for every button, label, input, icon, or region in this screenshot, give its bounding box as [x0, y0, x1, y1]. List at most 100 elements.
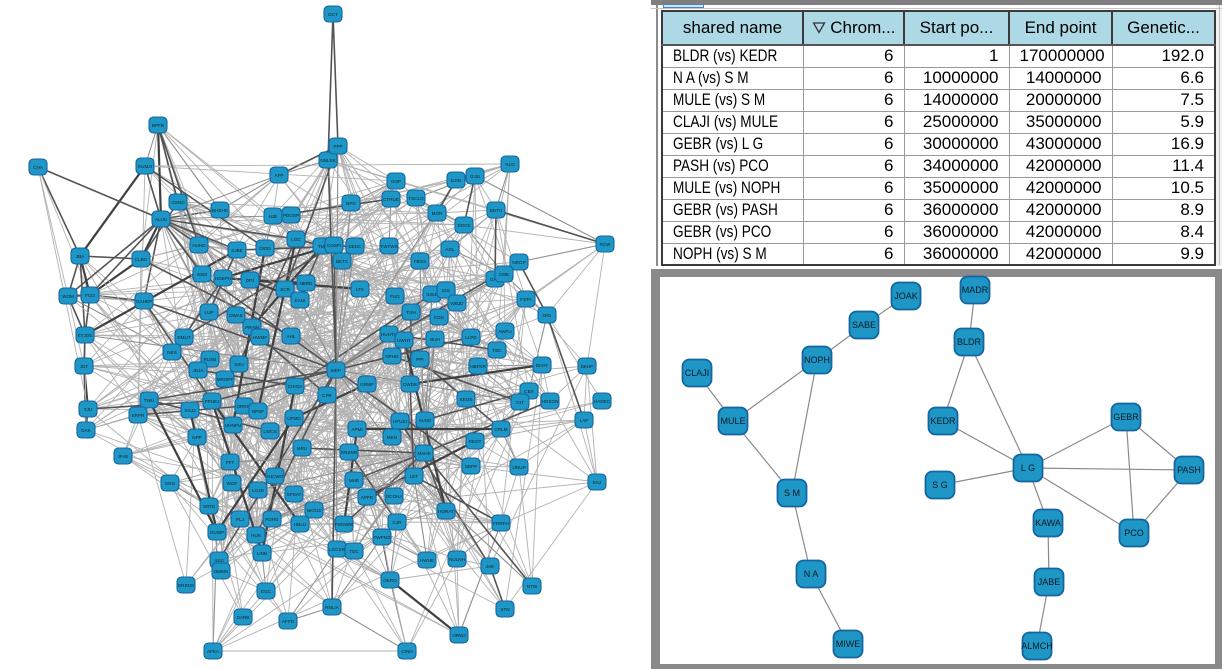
svg-text:SSU: SSU [234, 362, 243, 367]
svg-text:JOAK: JOAK [894, 291, 918, 301]
svg-text:ORRGI: ORRGI [236, 404, 251, 409]
svg-text:JAE: JAE [486, 564, 494, 569]
svg-text:ERPR: ERPR [132, 413, 145, 418]
svg-text:S G: S G [932, 480, 948, 490]
svg-text:MRU: MRU [297, 446, 307, 451]
svg-text:MROPF: MROPF [217, 377, 234, 382]
svg-text:DEDC: DEDC [348, 244, 362, 249]
svg-text:REOT: REOT [469, 439, 482, 444]
svg-text:MOR: MOR [432, 211, 443, 216]
svg-text:LGCSR: LGCSR [329, 547, 346, 552]
svg-text:COSFI: COSFI [327, 243, 341, 248]
svg-text:FCO: FCO [85, 293, 95, 298]
svg-text:BLDR: BLDR [957, 337, 982, 347]
svg-text:LAP: LAP [580, 418, 589, 423]
svg-text:MKP: MKP [331, 368, 341, 373]
svg-text:BHEHK: BHEHK [212, 208, 229, 213]
svg-text:TWPNO: TWPNO [373, 535, 391, 540]
svg-text:HWMF: HWMF [253, 335, 267, 340]
svg-text:LUP: LUP [205, 310, 214, 315]
svg-text:JFAE: JFAE [118, 454, 129, 459]
svg-text:CBS: CBS [524, 389, 533, 394]
svg-text:EOCE: EOCE [457, 223, 470, 228]
svg-text:TSCLO: TSCLO [408, 196, 424, 201]
svg-text:NPHG: NPHG [385, 354, 399, 359]
svg-text:WOM: WOM [62, 294, 74, 299]
svg-text:OUWP: OUWP [210, 530, 224, 535]
svg-text:SGJJ: SGJJ [184, 408, 195, 413]
svg-text:NPSF: NPSF [252, 409, 264, 414]
svg-text:IGS: IGS [442, 288, 450, 293]
svg-text:OOP: OOP [391, 179, 401, 184]
svg-text:AHL: AHL [287, 334, 296, 339]
svg-text:IUSJI: IUSJI [426, 292, 437, 297]
svg-text:PDGSP: PDGSP [283, 213, 299, 218]
svg-text:ERSNS: ERSNS [178, 583, 194, 588]
svg-text:SCR: SCR [280, 287, 290, 292]
svg-text:LLPD: LLPD [465, 335, 477, 340]
svg-text:EAUI: EAUI [295, 298, 306, 303]
svg-text:KAWA: KAWA [1035, 518, 1061, 528]
svg-text:DAK: DAK [81, 428, 91, 433]
svg-text:AFKA: AFKA [207, 649, 220, 654]
svg-text:OCOHA: OCOHA [386, 494, 404, 499]
svg-text:MKN: MKN [387, 435, 397, 440]
svg-text:DARB: DARB [237, 615, 250, 620]
svg-text:GEBR: GEBR [1113, 412, 1139, 422]
svg-text:IJNUP: IJNUP [512, 465, 525, 470]
svg-text:DMUT: DMUT [177, 335, 190, 340]
svg-text:SDPP: SDPP [465, 464, 478, 469]
svg-text:SJBE: SJBE [231, 248, 243, 253]
svg-text:CTRUE: CTRUE [383, 197, 399, 202]
svg-text:PFP: PFP [334, 144, 343, 149]
svg-text:BUH: BUH [430, 337, 440, 342]
svg-text:HUHTU: HUHTU [381, 332, 397, 337]
svg-text:TUH: TUH [406, 310, 415, 315]
svg-text:NKGUI: NKGUI [307, 508, 322, 513]
svg-text:MULE: MULE [720, 416, 745, 426]
svg-text:PONWW: PONWW [335, 522, 354, 527]
svg-text:TWU: TWU [144, 398, 154, 403]
svg-text:APMI: APMI [351, 427, 362, 432]
svg-text:CME: CME [499, 272, 509, 277]
svg-text:MADR: MADR [962, 285, 989, 295]
svg-text:PASH: PASH [1177, 465, 1201, 475]
svg-text:NNLSK: NNLSK [320, 158, 336, 163]
svg-text:AWFU: AWFU [498, 329, 511, 334]
svg-text:KLG: KLG [505, 162, 515, 167]
svg-text:PLJ: PLJ [236, 517, 244, 522]
svg-text:NES: NES [167, 350, 176, 355]
svg-text:HNLU: HNLU [294, 522, 307, 527]
svg-text:AFP: AFP [275, 173, 284, 178]
svg-text:HUHD: HUHD [192, 243, 206, 248]
svg-text:KEOS: KEOS [460, 397, 473, 402]
svg-text:FRRFH: FRRFH [493, 521, 509, 526]
svg-text:CFR: CFR [322, 393, 332, 398]
svg-text:S M: S M [784, 488, 800, 498]
svg-text:LSICS: LSICS [263, 429, 276, 434]
svg-text:DWAE: DWAE [229, 313, 243, 318]
svg-text:CHA: CHA [33, 165, 44, 170]
svg-text:UFMO: UFMO [287, 416, 301, 421]
svg-text:HADEC: HADEC [594, 399, 611, 404]
svg-text:FFT: FFT [226, 460, 235, 465]
svg-text:SPSAT: SPSAT [287, 492, 302, 497]
svg-text:KUMJI: KUMJI [138, 164, 152, 169]
svg-text:OIG: OIG [543, 313, 552, 318]
svg-text:TWTWS: TWTWS [380, 244, 397, 249]
svg-text:LINN: LINN [257, 551, 267, 556]
svg-text:GRWF: GRWF [360, 382, 374, 387]
svg-text:GSND: GSND [171, 200, 185, 205]
svg-text:NRGP: NRGP [512, 260, 525, 265]
svg-text:DHAT: DHAT [536, 363, 548, 368]
svg-text:ETJOE: ETJOE [78, 333, 93, 338]
svg-text:DCT: DCT [328, 12, 338, 17]
svg-text:FOHG: FOHG [265, 517, 279, 522]
svg-text:PPUEJ: PPUEJ [205, 399, 220, 404]
svg-text:APFB: APFB [361, 495, 373, 500]
svg-text:GIJU: GIJU [470, 174, 480, 179]
svg-text:CLAJI: CLAJI [685, 368, 710, 378]
svg-text:JDJA: JDJA [193, 368, 205, 373]
svg-text:SRTB: SRTB [203, 504, 215, 509]
svg-text:HORAT: HORAT [438, 509, 454, 514]
